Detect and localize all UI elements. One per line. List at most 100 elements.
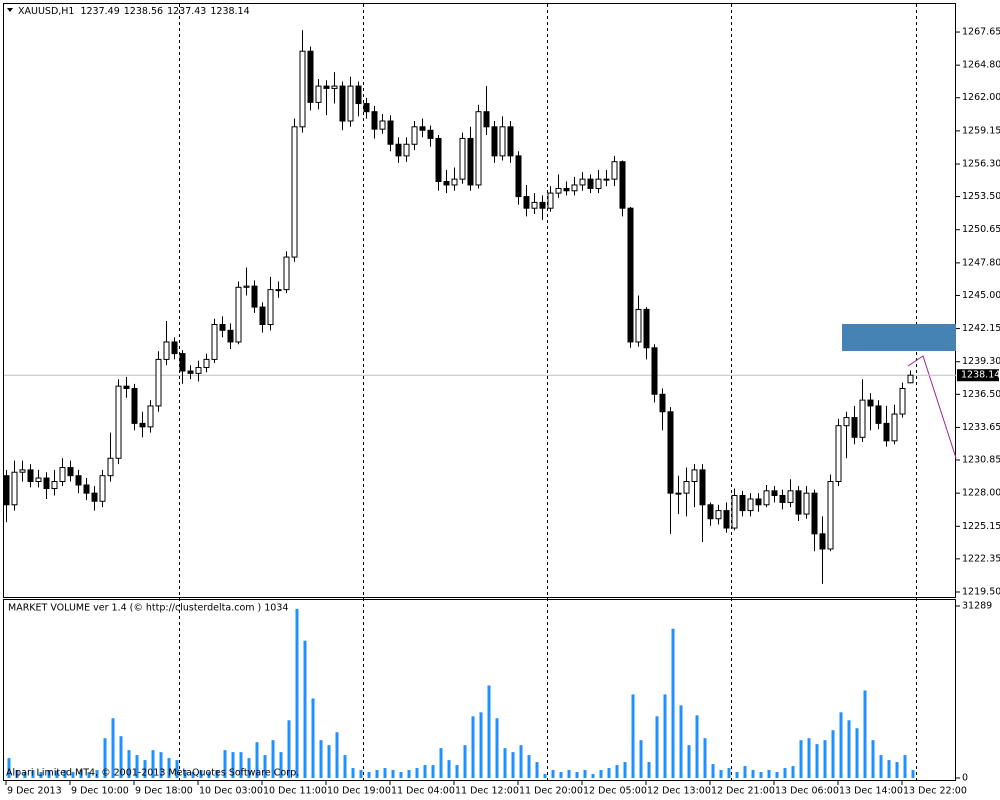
candle-body: [179, 353, 186, 372]
candle-body: [171, 341, 178, 355]
volume-bar: [807, 738, 811, 778]
volume-bar: [847, 720, 851, 778]
candle-body: [603, 178, 610, 181]
y-tick-label: 31289: [962, 601, 992, 612]
candle-body: [131, 387, 138, 424]
candle-body: [187, 370, 194, 374]
candle-body: [523, 196, 530, 209]
candle-body: [795, 490, 802, 515]
volume-bar: [879, 755, 883, 778]
candle-body: [515, 155, 522, 198]
candle-body: [19, 469, 26, 473]
menu-icon: [7, 8, 13, 12]
volume-bar: [671, 628, 675, 778]
projection-line: [907, 355, 957, 459]
ohlc-low: 1237.43: [167, 6, 206, 17]
volume-bar: [727, 768, 731, 778]
volume-bar: [871, 740, 875, 778]
volume-bar: [639, 740, 643, 778]
y-tick-label: 1267.65: [962, 27, 1000, 38]
candle-body: [27, 469, 34, 483]
volume-bar: [79, 770, 83, 778]
candle-body: [659, 393, 666, 413]
candle-body: [75, 475, 82, 486]
candle-body: [355, 85, 362, 105]
volume-bar: [711, 764, 715, 778]
candle-body: [763, 490, 770, 506]
volume-bar: [359, 770, 363, 778]
volume-bar: [471, 716, 475, 778]
volume-bar: [415, 768, 419, 778]
candle-body: [51, 481, 58, 489]
candle-body: [163, 341, 170, 360]
candle-body: [43, 477, 50, 489]
candle-body: [211, 324, 218, 360]
y-tick-label: 1233.65: [962, 422, 1000, 433]
candle-body: [403, 143, 410, 157]
y-tick-label: 1228.00: [962, 488, 1000, 499]
candle-body: [3, 475, 10, 506]
volume-bar: [815, 744, 819, 778]
volume-bar: [383, 768, 387, 778]
candle-body: [11, 471, 18, 506]
volume-bar: [23, 772, 27, 778]
x-tick-label: 13 Dec 06:00: [775, 786, 839, 797]
candle-body: [331, 85, 338, 89]
candle-body: [323, 85, 330, 89]
volume-bar: [239, 752, 243, 778]
volume-bar: [263, 755, 267, 778]
volume-bar: [447, 760, 451, 778]
candle-body: [115, 385, 122, 459]
candle-body: [235, 286, 242, 343]
volume-bar: [319, 740, 323, 778]
candle-body: [491, 126, 498, 157]
volume-bar: [127, 750, 131, 778]
candle-body: [123, 385, 130, 389]
y-tick-label: 1250.65: [962, 224, 1000, 235]
candle-body: [587, 178, 594, 189]
candle-body: [147, 405, 154, 428]
candle-body: [531, 201, 538, 209]
x-tick-label: 10 Dec 19:00: [327, 786, 391, 797]
candle-body: [315, 85, 322, 103]
y-tick-label: 1222.35: [962, 553, 1000, 564]
candle-body: [243, 285, 250, 288]
candle-body: [475, 111, 482, 186]
candle-body: [363, 103, 370, 113]
volume-bar: [839, 712, 843, 778]
volume-bar: [391, 770, 395, 778]
volume-bar: [351, 768, 355, 778]
candle-body: [91, 492, 98, 502]
candle-body: [803, 492, 810, 515]
candle-body: [227, 329, 234, 343]
candle-body: [787, 490, 794, 503]
y-tick-label: 1256.30: [962, 159, 1000, 170]
volume-bar: [703, 738, 707, 778]
candle-body: [427, 129, 434, 139]
volume-bar: [647, 762, 651, 778]
volume-panel-frame: [3, 599, 956, 781]
candle-body: [451, 178, 458, 186]
candle-body: [651, 347, 658, 395]
candle-body: [891, 413, 898, 442]
volume-bar: [903, 755, 907, 778]
candle-body: [635, 308, 642, 343]
volume-bar: [15, 770, 19, 778]
volume-bar: [575, 772, 579, 778]
volume-bar: [823, 740, 827, 778]
volume-bar: [199, 770, 203, 778]
volume-bar: [295, 608, 299, 778]
volume-bar: [655, 716, 659, 778]
candle-body: [755, 498, 762, 506]
volume-bar: [135, 755, 139, 778]
x-tick-label: 13 Dec 22:00: [903, 786, 967, 797]
volume-bar: [895, 762, 899, 778]
candle-body: [579, 178, 586, 186]
volume-bar: [887, 760, 891, 778]
candle-body: [291, 126, 298, 258]
candle-body: [499, 126, 506, 157]
y-tick-label: 1239.30: [962, 356, 1000, 367]
volume-bar: [375, 770, 379, 778]
volume-bar: [439, 748, 443, 778]
